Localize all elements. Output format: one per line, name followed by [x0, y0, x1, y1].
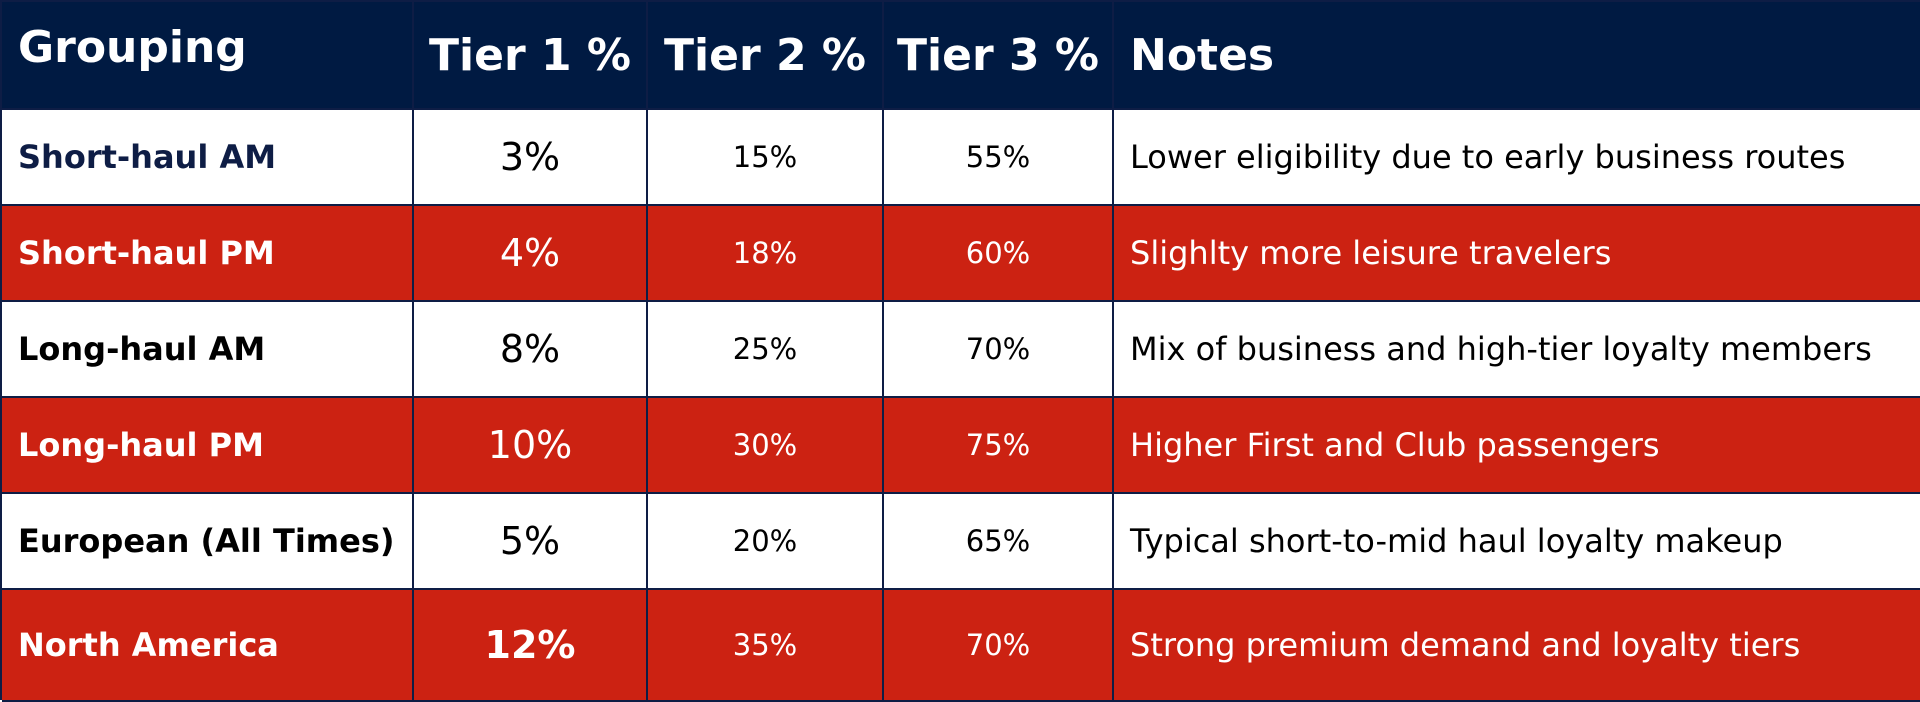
row-tier3: 65%	[884, 494, 1114, 590]
row-grouping: Short-haul PM	[2, 206, 414, 302]
row-grouping: Long-haul AM	[2, 302, 414, 398]
row-notes: Mix of business and high-tier loyalty me…	[1114, 302, 1920, 398]
row-tier1: 8%	[414, 302, 648, 398]
row-grouping: North America	[2, 590, 414, 702]
row-tier2: 25%	[648, 302, 884, 398]
row-tier1: 10%	[414, 398, 648, 494]
row-grouping: Long-haul PM	[2, 398, 414, 494]
row-notes: Slighlty more leisure travelers	[1114, 206, 1920, 302]
row-tier1: 3%	[414, 110, 648, 206]
row-tier3: 60%	[884, 206, 1114, 302]
row-notes: Lower eligibility due to early business …	[1114, 110, 1920, 206]
row-tier3: 70%	[884, 302, 1114, 398]
row-tier2: 20%	[648, 494, 884, 590]
row-tier2: 18%	[648, 206, 884, 302]
row-notes: Higher First and Club passengers	[1114, 398, 1920, 494]
row-grouping: European (All Times)	[2, 494, 414, 590]
header-tier3: Tier 3 %	[884, 2, 1114, 110]
row-tier2: 35%	[648, 590, 884, 702]
header-notes: Notes	[1114, 2, 1920, 110]
row-tier2: 30%	[648, 398, 884, 494]
row-tier3: 55%	[884, 110, 1114, 206]
header-tier1: Tier 1 %	[414, 2, 648, 110]
row-notes: Typical short-to-mid haul loyalty makeup	[1114, 494, 1920, 590]
row-tier2: 15%	[648, 110, 884, 206]
row-tier1: 4%	[414, 206, 648, 302]
row-notes: Strong premium demand and loyalty tiers	[1114, 590, 1920, 702]
row-grouping: Short-haul AM	[2, 110, 414, 206]
row-tier1: 5%	[414, 494, 648, 590]
row-tier3: 75%	[884, 398, 1114, 494]
header-grouping: Grouping	[2, 2, 414, 110]
row-tier3: 70%	[884, 590, 1114, 702]
header-tier2: Tier 2 %	[648, 2, 884, 110]
row-tier1: 12%	[414, 590, 648, 702]
